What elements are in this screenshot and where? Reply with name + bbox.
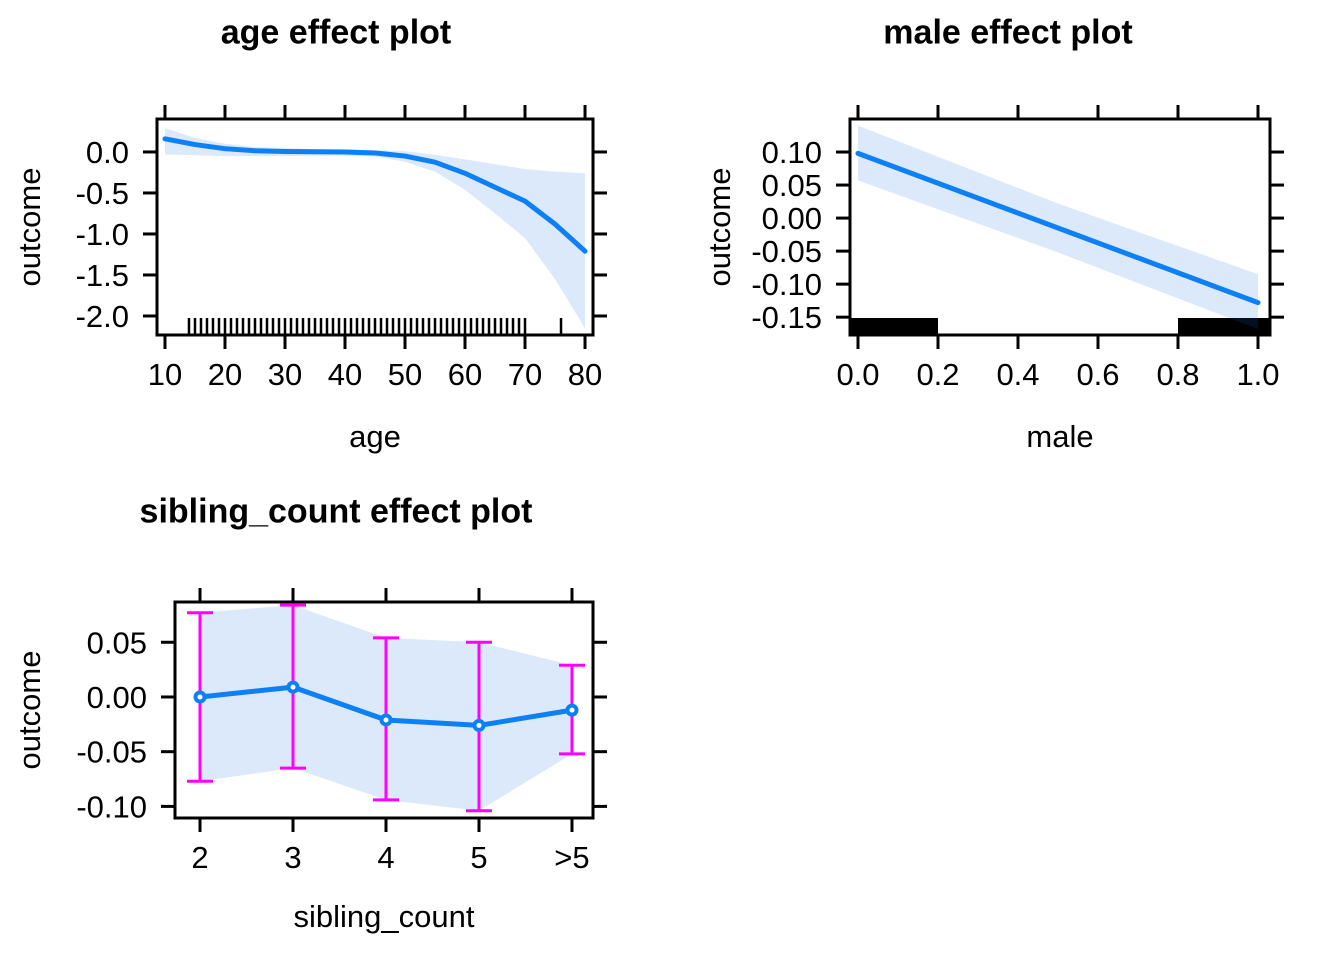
age-confidence-band xyxy=(164,128,586,329)
svg-text:1.0: 1.0 xyxy=(1236,357,1279,392)
sibling_count-axes-ticks xyxy=(161,588,607,832)
svg-text:-0.15: -0.15 xyxy=(751,300,822,335)
svg-text:0.05: 0.05 xyxy=(762,168,822,203)
male-plot: 0.0 0.2 0.4 0.6 0.8 1.0 0.100.050.00-0.05-0.10… xyxy=(751,105,1284,392)
male-panel-title: male effect plot xyxy=(883,13,1133,52)
svg-text:0.8: 0.8 xyxy=(1156,357,1199,392)
sibling_count-plot-box xyxy=(173,600,595,820)
male-plot-box xyxy=(848,117,1272,337)
svg-text:0.00: 0.00 xyxy=(762,201,822,236)
male-rug-block-1 xyxy=(1178,318,1270,334)
svg-text:3: 3 xyxy=(284,840,301,875)
age-fit-line xyxy=(162,136,588,254)
sibling-count-panel-ylabel: outcome xyxy=(12,650,47,770)
svg-text:>5: >5 xyxy=(554,840,589,875)
svg-text:30: 30 xyxy=(268,357,302,392)
sibling_count-markers xyxy=(193,680,579,732)
svg-text:-0.10: -0.10 xyxy=(751,267,822,302)
male-rug-block-0 xyxy=(850,318,938,334)
age-axes-ticks xyxy=(143,105,607,349)
svg-text:0.05: 0.05 xyxy=(87,625,147,660)
svg-text:70: 70 xyxy=(508,357,542,392)
male-panel-xlabel: male xyxy=(1026,419,1094,454)
svg-text:-0.10: -0.10 xyxy=(76,789,147,824)
male-panel-ylabel: outcome xyxy=(702,167,737,287)
svg-text:4: 4 xyxy=(377,840,394,875)
age-plot: 10 20 30 40 50 60 70 80 0.0 -0.5 -1.0 -1.5 -2.0 xyxy=(76,105,607,392)
svg-text:0.0: 0.0 xyxy=(86,135,129,170)
sibling-count-panel-xlabel: sibling_count xyxy=(293,899,475,934)
svg-text:40: 40 xyxy=(328,357,362,392)
svg-text:-1.5: -1.5 xyxy=(76,258,129,293)
male-fit-line xyxy=(855,150,1261,306)
svg-text:0.4: 0.4 xyxy=(996,357,1039,392)
svg-text:10: 10 xyxy=(148,357,182,392)
svg-text:0.10: 0.10 xyxy=(762,135,822,170)
sibling_count-tick-labels: 2 3 4 5 >5 0.05 0.00 -0.05 -0.10 xyxy=(76,625,589,875)
svg-text:-1.0: -1.0 xyxy=(76,217,129,252)
svg-text:80: 80 xyxy=(568,357,602,392)
svg-text:2: 2 xyxy=(191,840,208,875)
svg-text:0.6: 0.6 xyxy=(1076,357,1119,392)
svg-text:0.2: 0.2 xyxy=(916,357,959,392)
svg-text:0.00: 0.00 xyxy=(87,680,147,715)
age-tick-labels: 10 20 30 40 50 60 70 80 0.0 -0.5 -1.0 -1.5 -2.0 xyxy=(76,135,603,392)
svg-text:20: 20 xyxy=(208,357,242,392)
age-panel-title: age effect plot xyxy=(220,13,452,52)
svg-text:0.0: 0.0 xyxy=(836,357,879,392)
svg-text:50: 50 xyxy=(388,357,422,392)
svg-text:-2.0: -2.0 xyxy=(76,299,129,334)
svg-text:-0.5: -0.5 xyxy=(76,176,129,211)
sibling_count-plot: 2 3 4 5 >5 0.05 0.00 -0.05 -0.10 xyxy=(76,588,607,875)
age-panel-xlabel: age xyxy=(349,419,401,454)
age-rug xyxy=(187,318,563,334)
svg-text:-0.05: -0.05 xyxy=(751,234,822,269)
male-tick-labels: 0.0 0.2 0.4 0.6 0.8 1.0 0.100.050.00-0.05-0.10… xyxy=(751,135,1279,392)
male-axes-ticks xyxy=(836,105,1284,349)
svg-text:60: 60 xyxy=(448,357,482,392)
age-plot-box xyxy=(155,117,595,337)
svg-text:-0.05: -0.05 xyxy=(76,735,147,770)
sibling-count-panel-title: sibling_count effect plot xyxy=(139,492,533,531)
svg-text:5: 5 xyxy=(470,840,487,875)
age-panel-ylabel: outcome xyxy=(12,167,47,287)
